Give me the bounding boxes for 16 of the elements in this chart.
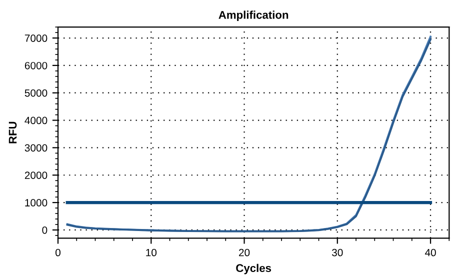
- y-tick-label: 6000: [24, 62, 48, 70]
- y-tick-label: 7000: [24, 34, 48, 42]
- x-tick-label: 30: [332, 248, 343, 256]
- x-tick-label: 10: [146, 248, 157, 256]
- x-tick-label: 20: [238, 248, 250, 256]
- y-axis-title: RFU: [8, 122, 17, 144]
- y-tick-label: 5000: [24, 89, 48, 97]
- y-tick-label: 0: [42, 226, 48, 234]
- y-tick-label: 2000: [24, 172, 48, 179]
- x-tick-label: 40: [424, 248, 436, 256]
- y-tick-label: 1000: [25, 199, 48, 206]
- chart-title: Amplification: [218, 10, 288, 22]
- y-tick-label: 4000: [24, 116, 48, 124]
- y-tick-label: 3000: [24, 144, 48, 152]
- x-tick-label: 0: [56, 248, 60, 256]
- x-axis-title: Cycles: [236, 264, 272, 274]
